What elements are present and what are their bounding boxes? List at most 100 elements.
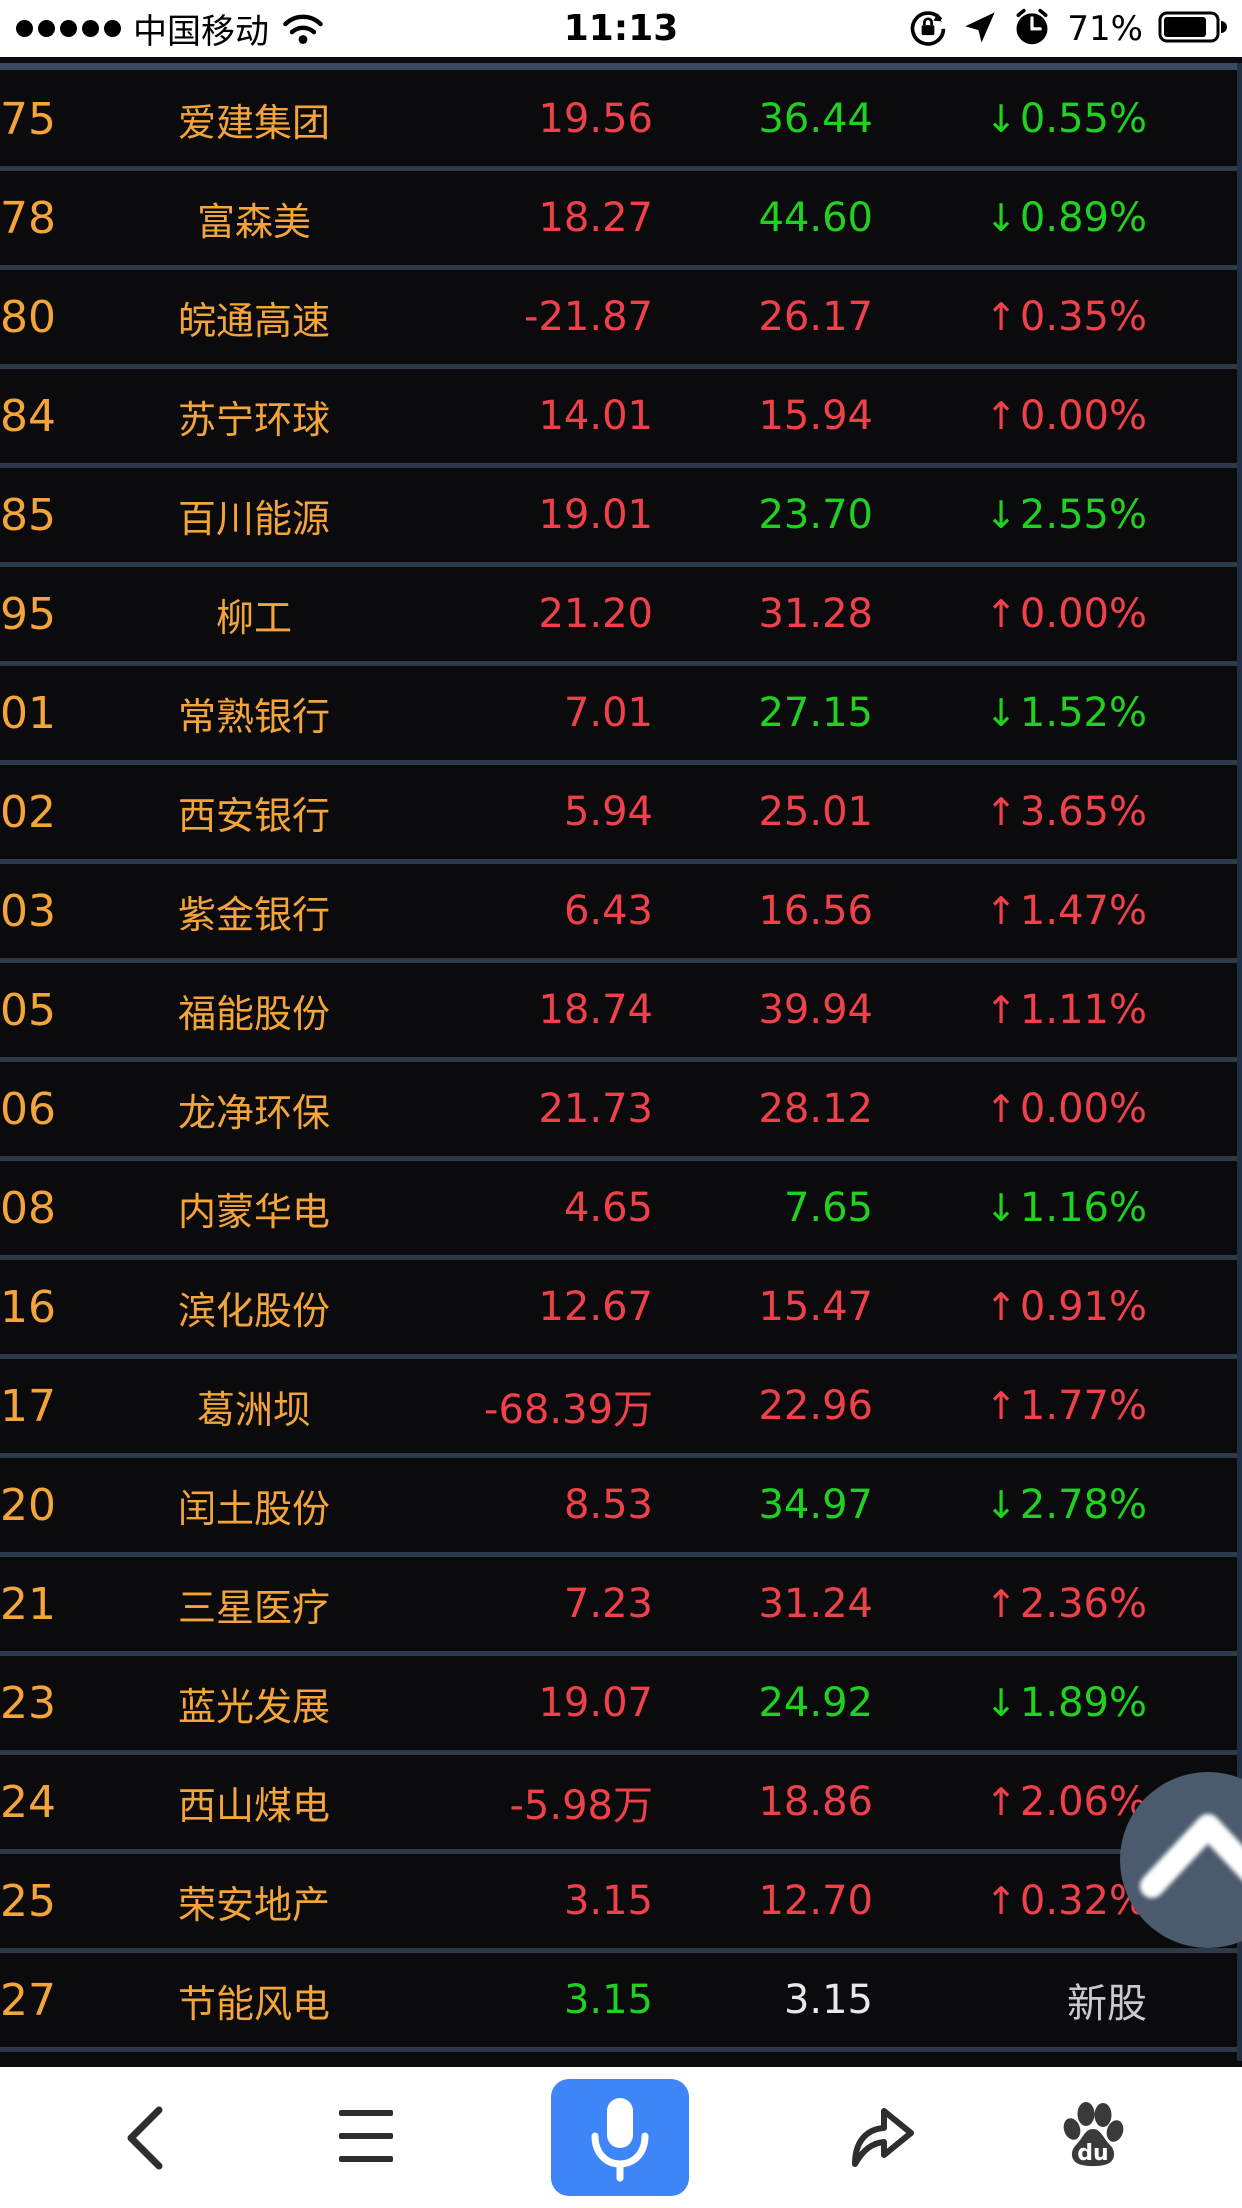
stock-code: 06 xyxy=(0,1083,56,1135)
stock-name: 闰土股份 xyxy=(177,1486,330,1531)
change-cell: ↓ 0.89% xyxy=(873,195,1147,241)
change-arrow-icon: ↑ xyxy=(985,394,1017,438)
change-cell: 新股 xyxy=(873,1971,1147,2029)
change-cell: ↓ 2.78% xyxy=(873,1482,1147,1528)
change-percent: 2.36% xyxy=(1019,1581,1147,1627)
net-value: 3.15 xyxy=(563,1977,653,2023)
back-to-top-button[interactable] xyxy=(1120,1772,1242,1948)
change-cell: ↑ 0.35% xyxy=(873,294,1147,340)
net-value: 8.53 xyxy=(563,1482,653,1528)
stock-name: 常熟银行 xyxy=(177,694,330,739)
price-value: 15.47 xyxy=(758,1284,873,1330)
change-arrow-icon: ↓ xyxy=(985,493,1017,537)
stock-row[interactable]: 06 龙净环保 21.73 28.12 ↑ 0.00% xyxy=(0,1062,1242,1161)
stock-table: 75 爱建集团 19.56 36.44 ↓ 0.55% 78 富森美 18.27… xyxy=(0,57,1242,2067)
stock-row[interactable]: 24 西山煤电 -5.98万 18.86 ↑ 2.06% xyxy=(0,1755,1242,1854)
net-value: 14.01 xyxy=(538,393,653,439)
net-value: 21.20 xyxy=(538,591,653,637)
change-percent: 1.89% xyxy=(1019,1680,1147,1726)
stock-name: 富森美 xyxy=(196,199,311,244)
change-arrow-icon: ↑ xyxy=(985,1780,1017,1824)
change-arrow-icon: ↓ xyxy=(985,691,1017,735)
clock-time: 11:13 xyxy=(563,8,679,49)
stock-row[interactable]: 75 爱建集团 19.56 36.44 ↓ 0.55% xyxy=(0,72,1242,171)
stock-row[interactable]: 25 荣安地产 3.15 12.70 ↑ 0.32% xyxy=(0,1854,1242,1953)
change-percent: 0.91% xyxy=(1019,1284,1147,1330)
share-button[interactable] xyxy=(845,2102,917,2176)
stock-name: 内蒙华电 xyxy=(177,1189,330,1234)
stock-row[interactable]: 16 滨化股份 12.67 15.47 ↑ 0.91% xyxy=(0,1260,1242,1359)
net-value: 3.15 xyxy=(563,1878,653,1924)
stock-row[interactable]: 78 富森美 18.27 44.60 ↓ 0.89% xyxy=(0,171,1242,270)
stock-row[interactable]: 20 闰土股份 8.53 34.97 ↓ 2.78% xyxy=(0,1458,1242,1557)
change-cell: ↑ 2.36% xyxy=(873,1581,1147,1627)
stock-row[interactable]: 05 福能股份 18.74 39.94 ↑ 1.11% xyxy=(0,963,1242,1062)
price-value: 36.44 xyxy=(758,96,873,142)
stock-name: 苏宁环球 xyxy=(177,397,330,442)
chevron-up-icon xyxy=(1140,1814,1242,1898)
stock-row[interactable]: 95 柳工 21.20 31.28 ↑ 0.00% xyxy=(0,567,1242,666)
change-percent: 2.06% xyxy=(1019,1779,1147,1825)
stock-code: 01 xyxy=(0,687,56,739)
change-percent: 3.65% xyxy=(1019,789,1147,835)
stock-row[interactable]: 80 皖通高速 -21.87 26.17 ↑ 0.35% xyxy=(0,270,1242,369)
price-value: 12.70 xyxy=(758,1878,873,1924)
change-percent: 0.00% xyxy=(1019,591,1147,637)
net-value: -5.98万 xyxy=(509,1783,654,1829)
orientation-lock-icon xyxy=(908,7,948,51)
change-arrow-icon: ↑ xyxy=(985,1582,1017,1626)
stock-code: 84 xyxy=(0,390,56,442)
stock-row[interactable]: 27 节能风电 3.15 3.15 新股 xyxy=(0,1953,1242,2052)
location-icon xyxy=(963,7,997,51)
change-cell: ↑ 0.32% xyxy=(873,1878,1147,1924)
net-value: 21.73 xyxy=(538,1086,653,1132)
table-top-divider xyxy=(0,63,1242,70)
change-arrow-icon: ↑ xyxy=(985,295,1017,339)
change-cell: ↓ 2.55% xyxy=(873,492,1147,538)
change-arrow-icon: ↑ xyxy=(985,592,1017,636)
battery-icon xyxy=(1158,10,1230,48)
microphone-icon xyxy=(591,2097,649,2181)
net-value: 7.23 xyxy=(563,1581,653,1627)
stock-row[interactable]: 84 苏宁环球 14.01 15.94 ↑ 0.00% xyxy=(0,369,1242,468)
stock-row[interactable]: 01 常熟银行 7.01 27.15 ↓ 1.52% xyxy=(0,666,1242,765)
status-bar: 中国移动 11:13 xyxy=(0,0,1242,57)
stock-row[interactable]: 85 百川能源 19.01 23.70 ↓ 2.55% xyxy=(0,468,1242,567)
change-cell: ↑ 2.06% xyxy=(873,1779,1147,1825)
change-percent: 0.55% xyxy=(1019,96,1147,142)
stock-row[interactable]: 03 紫金银行 6.43 16.56 ↑ 1.47% xyxy=(0,864,1242,963)
change-arrow-icon: ↓ xyxy=(985,196,1017,240)
change-percent: 1.77% xyxy=(1019,1383,1147,1429)
stock-code: 75 xyxy=(0,93,56,145)
menu-button[interactable] xyxy=(339,2110,393,2162)
stock-name: 西山煤电 xyxy=(177,1783,330,1828)
voice-search-button[interactable] xyxy=(551,2079,689,2196)
change-cell: ↑ 0.00% xyxy=(873,591,1147,637)
stock-name: 柳工 xyxy=(215,595,292,640)
share-arrow-icon xyxy=(852,2108,914,2167)
stock-code: 21 xyxy=(0,1578,56,1630)
price-value: 25.01 xyxy=(758,789,873,835)
baidu-logo[interactable]: du xyxy=(1060,2101,1126,2173)
stock-name: 三星医疗 xyxy=(177,1585,330,1630)
change-arrow-icon: ↑ xyxy=(985,1285,1017,1329)
price-value: 44.60 xyxy=(758,195,873,241)
stock-row[interactable]: 21 三星医疗 7.23 31.24 ↑ 2.36% xyxy=(0,1557,1242,1656)
stock-row[interactable]: 17 葛洲坝 -68.39万 22.96 ↑ 1.77% xyxy=(0,1359,1242,1458)
table-right-edge xyxy=(1237,63,1242,2061)
stock-code: 08 xyxy=(0,1182,56,1234)
change-percent: 1.11% xyxy=(1019,987,1147,1033)
stock-row[interactable]: 02 西安银行 5.94 25.01 ↑ 3.65% xyxy=(0,765,1242,864)
stock-name: 龙净环保 xyxy=(177,1090,330,1135)
stock-row[interactable]: 23 蓝光发展 19.07 24.92 ↓ 1.89% xyxy=(0,1656,1242,1755)
stock-name: 蓝光发展 xyxy=(177,1684,330,1729)
change-arrow-icon: ↑ xyxy=(985,1087,1017,1131)
back-button[interactable] xyxy=(123,2106,165,2174)
stock-code: 24 xyxy=(0,1776,56,1828)
status-bar-right: 71% xyxy=(908,0,1230,57)
change-percent: 1.16% xyxy=(1019,1185,1147,1231)
back-chevron-icon xyxy=(127,2106,163,2170)
price-value: 16.56 xyxy=(758,888,873,934)
stock-row[interactable]: 08 内蒙华电 4.65 7.65 ↓ 1.16% xyxy=(0,1161,1242,1260)
